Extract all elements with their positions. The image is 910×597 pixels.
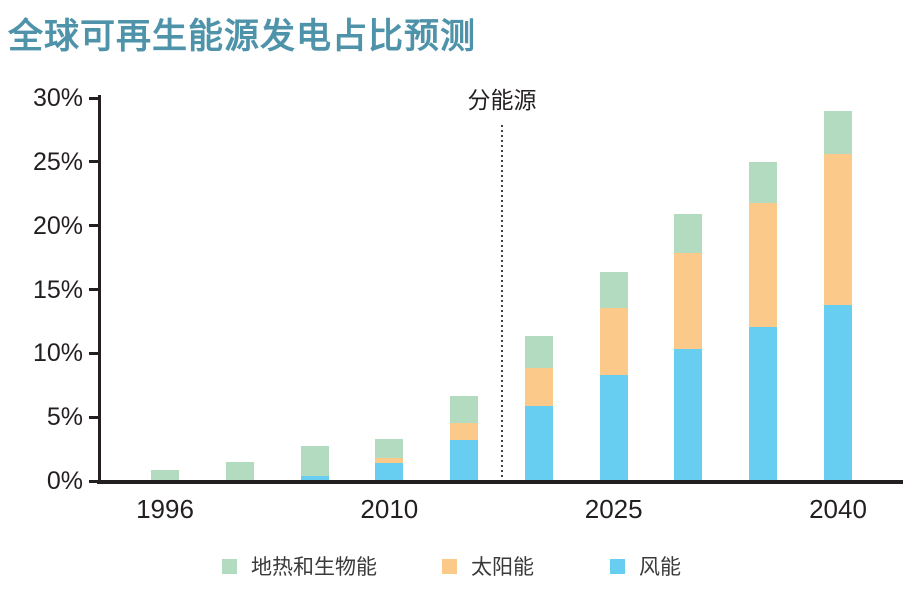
bar-segment-太阳能 xyxy=(524,367,553,406)
legend-swatch-icon xyxy=(442,558,457,574)
legend-item-太阳能: 太阳能 xyxy=(442,556,534,579)
bar-segment-地热和生物能 xyxy=(151,469,179,480)
x-axis-tick-label: 2010 xyxy=(360,494,419,524)
bar-segment-太阳能 xyxy=(824,154,852,306)
legend-swatch-icon xyxy=(610,558,625,574)
bar-segment-太阳能 xyxy=(674,252,703,349)
y-axis-line xyxy=(98,95,101,484)
bar-segment-地热和生物能 xyxy=(375,439,404,459)
bar-segment-太阳能 xyxy=(599,307,628,376)
y-axis-tick xyxy=(89,415,98,419)
y-axis-tick xyxy=(89,96,98,100)
bar-segment-地热和生物能 xyxy=(524,335,553,368)
y-axis-tick-label: 30% xyxy=(32,84,83,112)
y-axis-tick xyxy=(89,224,98,228)
bar-segment-风能 xyxy=(300,476,329,480)
bar-segment-地热和生物能 xyxy=(300,445,329,477)
forecast-divider-line xyxy=(501,125,503,480)
page-title: 全球可再生能源发电占比预测 xyxy=(8,17,477,56)
bar-segment-太阳能 xyxy=(450,422,479,441)
legend-swatch-icon xyxy=(222,558,237,574)
y-axis-tick xyxy=(89,351,98,355)
legend-label: 太阳能 xyxy=(471,556,534,579)
y-axis-tick-label: 10% xyxy=(32,339,83,368)
bar-segment-地热和生物能 xyxy=(599,271,628,308)
bar-segment-地热和生物能 xyxy=(450,395,479,423)
y-axis-tick xyxy=(89,160,98,164)
x-axis-tick-label: 1996 xyxy=(136,494,194,524)
bar-segment-风能 xyxy=(824,305,852,480)
y-axis-tick-label: 0% xyxy=(46,467,83,495)
bar-segment-地热和生物能 xyxy=(225,462,254,480)
y-axis-tick xyxy=(89,479,98,483)
divider-label: 分能源 xyxy=(467,87,537,113)
bar-segment-太阳能 xyxy=(375,458,404,464)
y-axis-tick-label: 15% xyxy=(32,275,83,304)
bar-segment-风能 xyxy=(524,405,553,480)
bar-segment-地热和生物能 xyxy=(749,162,778,203)
bar-segment-风能 xyxy=(674,348,703,480)
legend-label: 风能 xyxy=(639,556,681,579)
legend-item-风能: 风能 xyxy=(610,556,681,579)
bar-segment-风能 xyxy=(375,463,404,480)
legend-label: 地热和生物能 xyxy=(251,556,377,579)
bar-segment-风能 xyxy=(450,440,479,480)
legend-item-地热和生物能: 地热和生物能 xyxy=(222,556,377,579)
x-axis-tick-label: 2040 xyxy=(809,494,867,524)
bar-segment-风能 xyxy=(749,326,778,480)
y-axis-tick-label: 5% xyxy=(46,403,83,432)
x-axis-line xyxy=(97,480,903,484)
x-axis-tick-label: 2025 xyxy=(584,494,643,524)
bar-segment-地热和生物能 xyxy=(824,111,852,155)
legend: 地热和生物能 太阳能 风能 xyxy=(0,556,910,586)
y-axis-tick-label: 25% xyxy=(32,147,83,176)
y-axis-tick-label: 20% xyxy=(32,211,83,240)
bar-segment-地热和生物能 xyxy=(674,214,703,253)
bar-segment-太阳能 xyxy=(749,202,778,327)
y-axis-tick xyxy=(89,288,98,291)
bar-segment-风能 xyxy=(599,375,628,480)
